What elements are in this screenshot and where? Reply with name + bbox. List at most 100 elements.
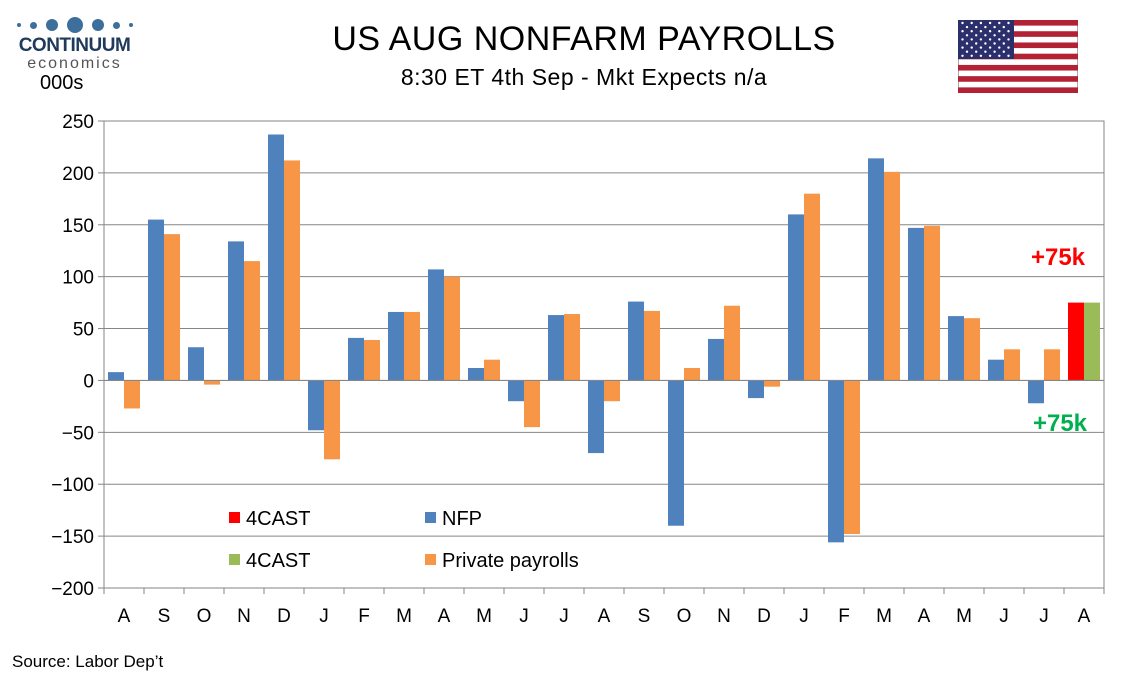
bar-nfp <box>348 337 364 381</box>
y-unit-label: 000s <box>40 72 84 94</box>
bar-private-payrolls <box>1044 349 1060 381</box>
y-tick-label: 50 <box>73 320 94 341</box>
x-tick-label: A <box>438 606 451 627</box>
chart-title: US AUG NONFARM PAYROLLS <box>332 20 836 58</box>
x-tick-label: J <box>559 606 569 627</box>
y-tick-label: −50 <box>62 423 94 444</box>
bar-nfp <box>868 158 884 381</box>
bar-private-payrolls <box>404 311 420 381</box>
bar-private-payrolls <box>444 276 460 381</box>
y-tick-label: 250 <box>62 112 94 133</box>
bar-nfp <box>748 380 764 399</box>
bar-private-payrolls <box>804 193 820 381</box>
bar-private-payrolls <box>604 380 620 402</box>
bar-nfp <box>388 311 404 381</box>
logo-dots-icon <box>12 14 137 36</box>
x-tick-label: N <box>717 606 731 627</box>
x-tick-label: F <box>358 606 370 627</box>
y-tick-label: −200 <box>51 579 94 600</box>
logo-name: CONTINUUM <box>18 35 131 56</box>
source-note: Source: Labor Dep’t <box>12 652 164 671</box>
y-tick-label: 150 <box>62 216 94 237</box>
bar-private-payrolls <box>844 380 860 535</box>
bar-nfp <box>268 134 284 381</box>
bar-nfp <box>108 372 124 381</box>
bar-nfp <box>148 219 164 381</box>
bar-nfp <box>908 227 924 381</box>
bar-private-payrolls <box>884 171 900 381</box>
bar-4cast-private <box>1084 302 1100 381</box>
bar-nfp <box>228 241 244 381</box>
x-tick-label: A <box>1078 606 1091 627</box>
bar-private-payrolls <box>164 234 180 381</box>
legend-swatch <box>229 512 240 523</box>
continuum-logo: CONTINUUM economics <box>12 14 137 72</box>
bar-nfp <box>828 380 844 543</box>
y-tick-label: −150 <box>51 527 94 548</box>
x-tick-label: J <box>319 606 329 627</box>
us-flag-icon <box>958 20 1078 93</box>
x-tick-label: M <box>956 606 972 627</box>
forecast-label-red: +75k <box>1031 244 1086 271</box>
legend-label: 4CAST <box>246 550 310 572</box>
bar-nfp <box>428 269 444 381</box>
bar-nfp <box>588 380 604 454</box>
bar-nfp <box>708 338 724 381</box>
bar-private-payrolls <box>124 380 140 409</box>
bar-private-payrolls <box>684 367 700 381</box>
x-tick-label: M <box>396 606 412 627</box>
bar-private-payrolls <box>644 310 660 381</box>
x-tick-label: O <box>677 606 692 627</box>
bar-nfp <box>1028 380 1044 404</box>
bar-private-payrolls <box>484 359 500 381</box>
x-tick-label: A <box>918 606 931 627</box>
bar-nfp <box>788 214 804 381</box>
bar-private-payrolls <box>524 380 540 428</box>
y-tick-label: 100 <box>62 268 94 289</box>
logo-sub: economics <box>27 55 122 72</box>
x-tick-label: M <box>876 606 892 627</box>
x-tick-label: D <box>757 606 771 627</box>
bar-private-payrolls <box>1004 349 1020 381</box>
legend-swatch <box>425 554 436 565</box>
y-tick-label: 200 <box>62 164 94 185</box>
x-tick-label: J <box>1039 606 1049 627</box>
bar-nfp <box>548 315 564 381</box>
x-tick-label: A <box>118 606 131 627</box>
x-tick-label: N <box>237 606 251 627</box>
bar-nfp <box>188 347 204 381</box>
bar-nfp <box>668 380 684 526</box>
bar-private-payrolls <box>724 305 740 381</box>
legend-label: NFP <box>442 508 482 530</box>
legend-swatch <box>229 554 240 565</box>
legend-swatch <box>425 512 436 523</box>
bar-private-payrolls <box>964 318 980 381</box>
x-tick-label: S <box>158 606 171 627</box>
bar-nfp <box>468 367 484 381</box>
bar-private-payrolls <box>764 380 780 387</box>
bar-nfp <box>628 301 644 381</box>
y-tick-label: 0 <box>83 371 94 392</box>
x-tick-label: F <box>838 606 850 627</box>
x-tick-label: J <box>999 606 1009 627</box>
x-tick-label: A <box>598 606 611 627</box>
y-tick-label: −100 <box>51 475 94 496</box>
x-tick-label: O <box>197 606 212 627</box>
bar-private-payrolls <box>364 339 380 381</box>
bar-private-payrolls <box>924 225 940 381</box>
chart-subtitle: 8:30 ET 4th Sep - Mkt Expects n/a <box>400 64 768 90</box>
bar-private-payrolls <box>204 380 220 385</box>
bar-nfp <box>988 359 1004 381</box>
x-tick-label: S <box>638 606 651 627</box>
bar-nfp <box>508 380 524 402</box>
bar-private-payrolls <box>324 380 340 460</box>
forecast-label-green: +75k <box>1033 410 1088 437</box>
bar-private-payrolls <box>284 160 300 381</box>
bar-4cast-nfp <box>1068 302 1084 381</box>
bar-private-payrolls <box>564 314 580 381</box>
bar-private-payrolls <box>244 261 260 381</box>
x-tick-label: D <box>277 606 291 627</box>
x-tick-label: J <box>519 606 529 627</box>
legend-label: Private payrolls <box>442 550 579 572</box>
